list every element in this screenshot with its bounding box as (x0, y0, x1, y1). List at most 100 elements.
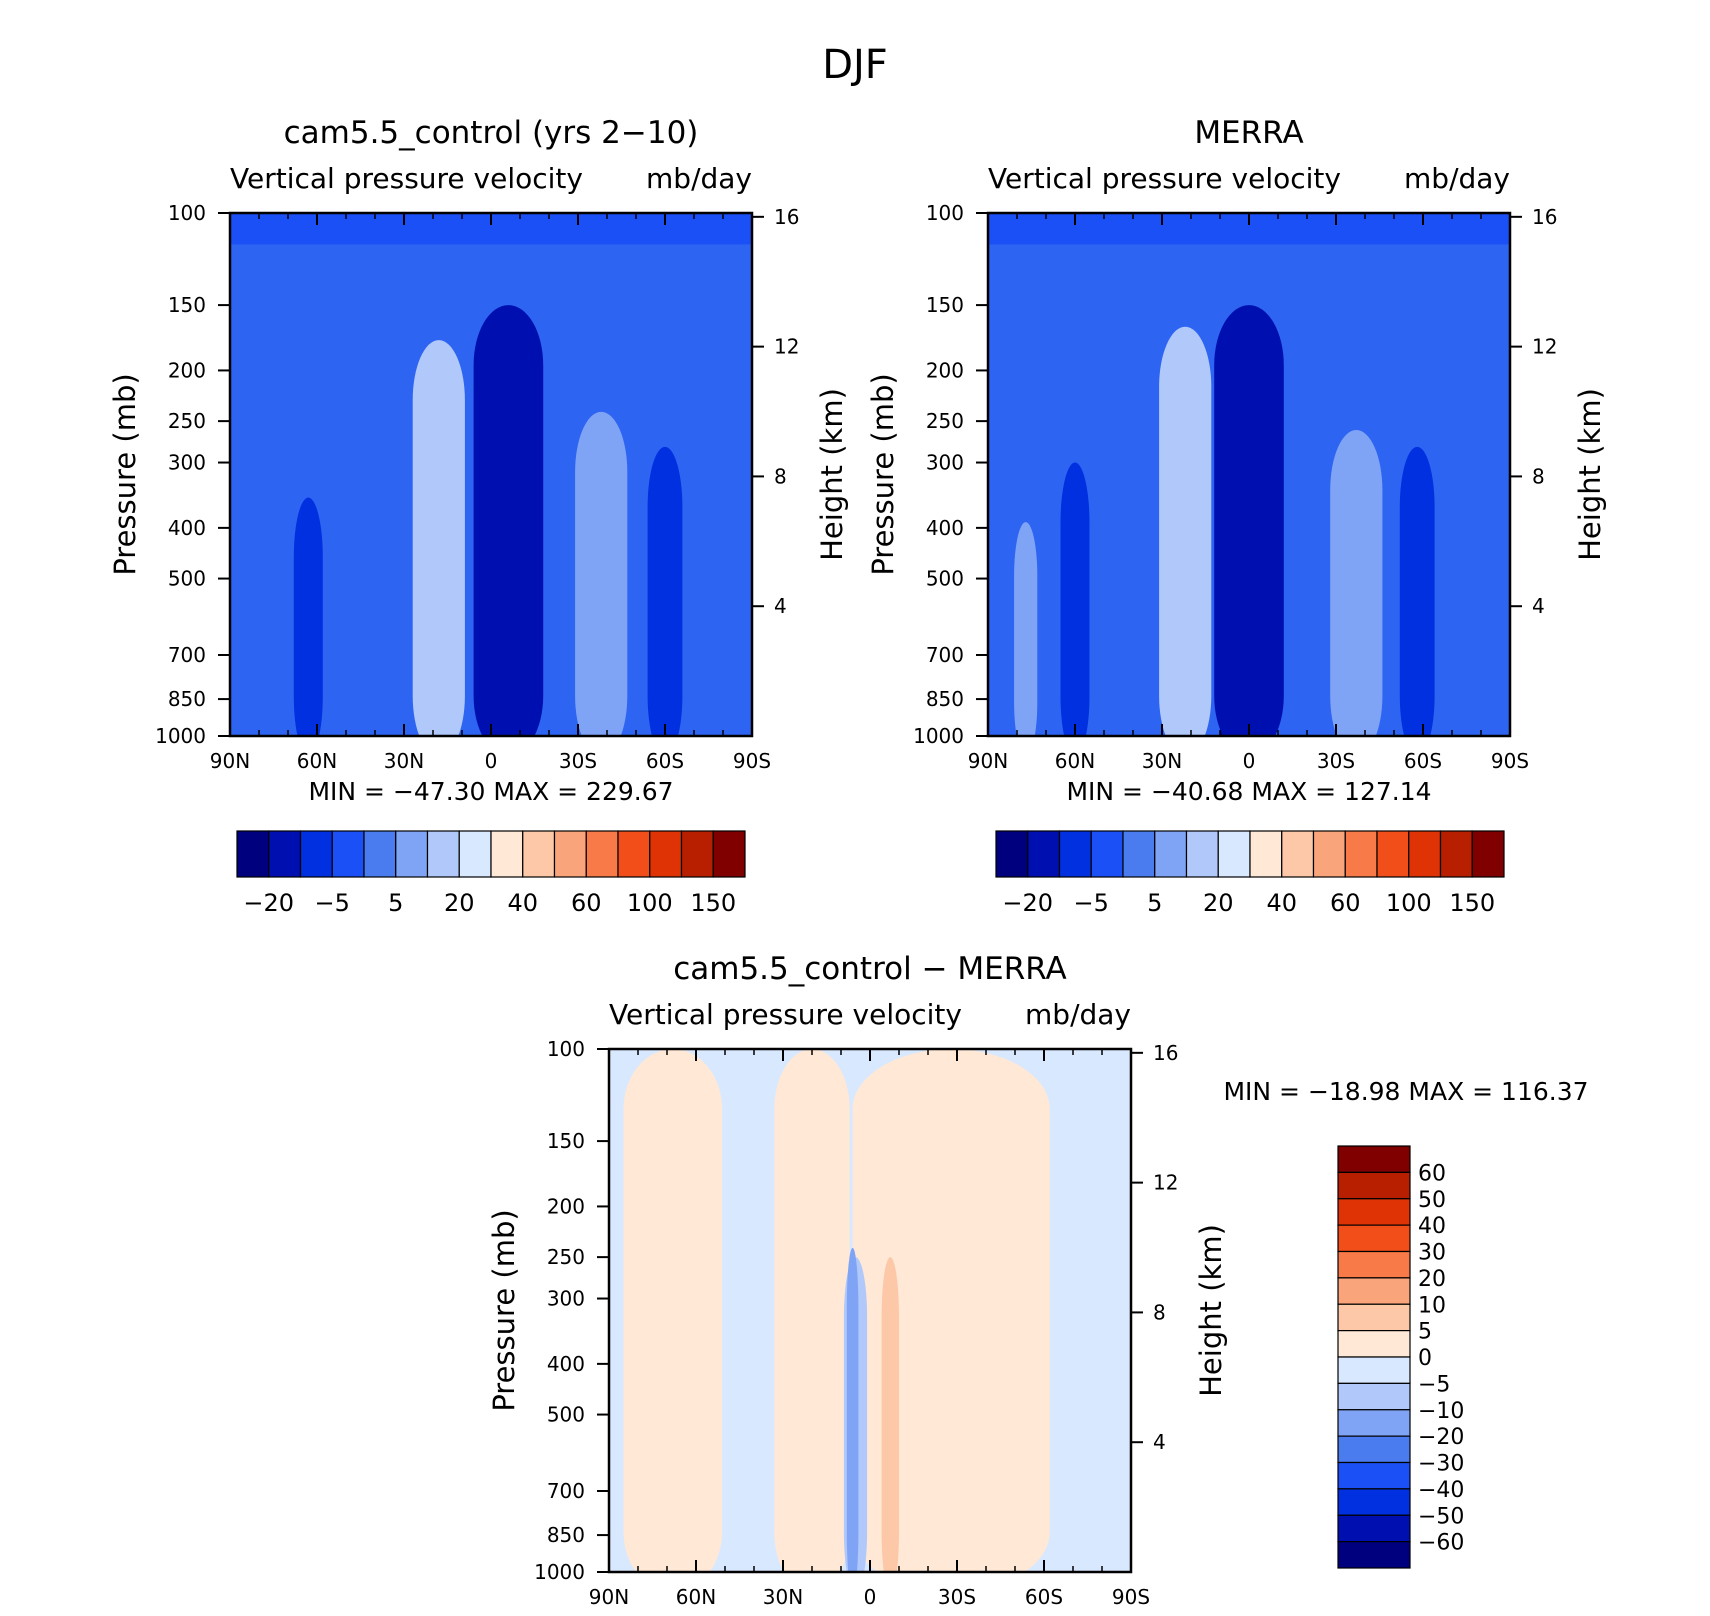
colorbar-label: 10 (1418, 1293, 1446, 1318)
colorbar-label: −5 (1418, 1372, 1450, 1397)
colorbar-segment (490, 830, 524, 878)
x-tick-label: 90S (1491, 749, 1529, 773)
colorbar-segment (1090, 830, 1124, 878)
colorbar-label: 50 (1418, 1188, 1446, 1213)
panel-bottom: cam5.5_control − MERRA Vertical pressure … (487, 951, 1589, 1609)
colorbar-segment (1312, 830, 1346, 878)
x-tick-label: 30N (384, 749, 424, 773)
y-tick-label: 700 (926, 643, 964, 667)
colorbar-segment (680, 830, 714, 878)
colorbar-label: 40 (1266, 889, 1297, 917)
field-blob (647, 446, 683, 736)
field-blob (1214, 305, 1284, 736)
y-tick-label: 500 (168, 567, 206, 591)
subtitle-left: Vertical pressure velocity (609, 998, 962, 1031)
y-tick-label: 1000 (913, 724, 964, 748)
colorbar-segment (1337, 1409, 1411, 1437)
x-tick-label: 30N (1142, 749, 1182, 773)
y-axis-label: Pressure (mb) (108, 373, 142, 575)
x-tick-label: 60S (1025, 1585, 1063, 1609)
colorbar-segment (522, 830, 556, 878)
colorbar-segment (1281, 830, 1315, 878)
colorbar-segment (1337, 1250, 1411, 1279)
colorbar-label: −20 (1418, 1425, 1464, 1450)
subtitle-left: Vertical pressure velocity (988, 162, 1341, 195)
y-tick-label: 700 (547, 1479, 585, 1503)
colorbar-segment (1337, 1330, 1411, 1358)
colorbar-segment (712, 830, 746, 878)
y-tick-label: 300 (547, 1287, 585, 1311)
x-tick-label: 90N (210, 749, 250, 773)
y-tick-label: 250 (168, 409, 206, 433)
y-tick-label: 150 (547, 1129, 585, 1153)
colorbar-segment (395, 830, 429, 878)
y2-tick-label: 16 (774, 205, 799, 229)
y2-tick-label: 4 (1153, 1430, 1166, 1454)
y2-tick-label: 12 (774, 335, 799, 359)
colorbar-segment (1154, 830, 1188, 878)
y2-tick-label: 8 (774, 464, 787, 488)
colorbar-label: −30 (1418, 1452, 1464, 1477)
colorbar-segment (1408, 830, 1442, 878)
colorbar-segment (1337, 1198, 1411, 1226)
x-tick-label: 0 (864, 1585, 877, 1609)
y-axis-label: Pressure (mb) (866, 373, 900, 575)
x-tick-label: 60S (1404, 749, 1442, 773)
y2-tick-label: 16 (1153, 1041, 1178, 1065)
plot-area (988, 213, 1510, 736)
subtitle-right: mb/day (1404, 162, 1510, 195)
colorbar-segment (649, 830, 683, 878)
subtitle-right: mb/day (1025, 998, 1131, 1031)
colorbar-label: 40 (507, 889, 538, 917)
field-blob (1159, 326, 1212, 736)
colorbar-segment (1439, 830, 1473, 878)
x-tick-label: 90N (968, 749, 1008, 773)
colorbar-segment (1337, 1461, 1411, 1490)
y-tick-label: 700 (168, 643, 206, 667)
colorbar-segment (458, 830, 492, 878)
colorbar-segment (1344, 830, 1378, 878)
colorbar-segment (1027, 830, 1061, 878)
colorbar-label: 20 (1418, 1267, 1446, 1292)
colorbar-label: 5 (1418, 1320, 1432, 1345)
field-blob (1330, 430, 1383, 736)
colorbar-label: 100 (1386, 889, 1432, 917)
field-blob (412, 340, 465, 736)
y-tick-label: 500 (926, 567, 964, 591)
y-tick-label: 250 (547, 1245, 585, 1269)
colorbar-segment (1337, 1514, 1411, 1543)
colorbar-segment (1337, 1356, 1411, 1384)
colorbar-segment (1185, 830, 1219, 878)
field-blob (1399, 446, 1435, 736)
panel-title: cam5.5_control − MERRA (673, 951, 1067, 987)
colorbar-segment (1337, 1541, 1411, 1569)
y-tick-label: 850 (168, 687, 206, 711)
y2-tick-label: 8 (1532, 464, 1545, 488)
colorbar: −20 −5 5 20 40 60 100 150 (995, 830, 1505, 917)
y-tick-label: 200 (547, 1194, 585, 1218)
colorbar-label: 30 (1418, 1241, 1446, 1266)
colorbar-segment (363, 830, 397, 878)
y2-tick-label: 16 (1532, 205, 1557, 229)
colorbar-label: −40 (1418, 1478, 1464, 1503)
colorbar-segment (1217, 830, 1251, 878)
x-tick-label: 60N (297, 749, 337, 773)
colorbar-label: 20 (444, 889, 475, 917)
y-tick-label: 200 (168, 358, 206, 382)
colorbar-label: 150 (690, 889, 736, 917)
colorbar-label: 40 (1418, 1214, 1446, 1239)
colorbar-segment (1376, 830, 1410, 878)
colorbar-segment (1337, 1171, 1411, 1200)
field-blob (1060, 462, 1090, 736)
y-tick-label: 250 (926, 409, 964, 433)
panel-top-right: MERRA Vertical pressure velocity mb/day 90N… (866, 115, 1607, 917)
colorbar-label: 5 (1147, 889, 1162, 917)
panel-top-left: cam5.5_control (yrs 2−10) Vertical pressu… (108, 115, 849, 917)
colorbar-segment (585, 830, 619, 878)
y-axis-label: Pressure (mb) (487, 1209, 521, 1411)
figure-title: DJF (822, 42, 888, 88)
y-tick-label: 400 (926, 516, 964, 540)
x-tick-label: 30S (938, 1585, 976, 1609)
stats-text: MIN = −47.30 MAX = 229.67 (308, 777, 673, 806)
